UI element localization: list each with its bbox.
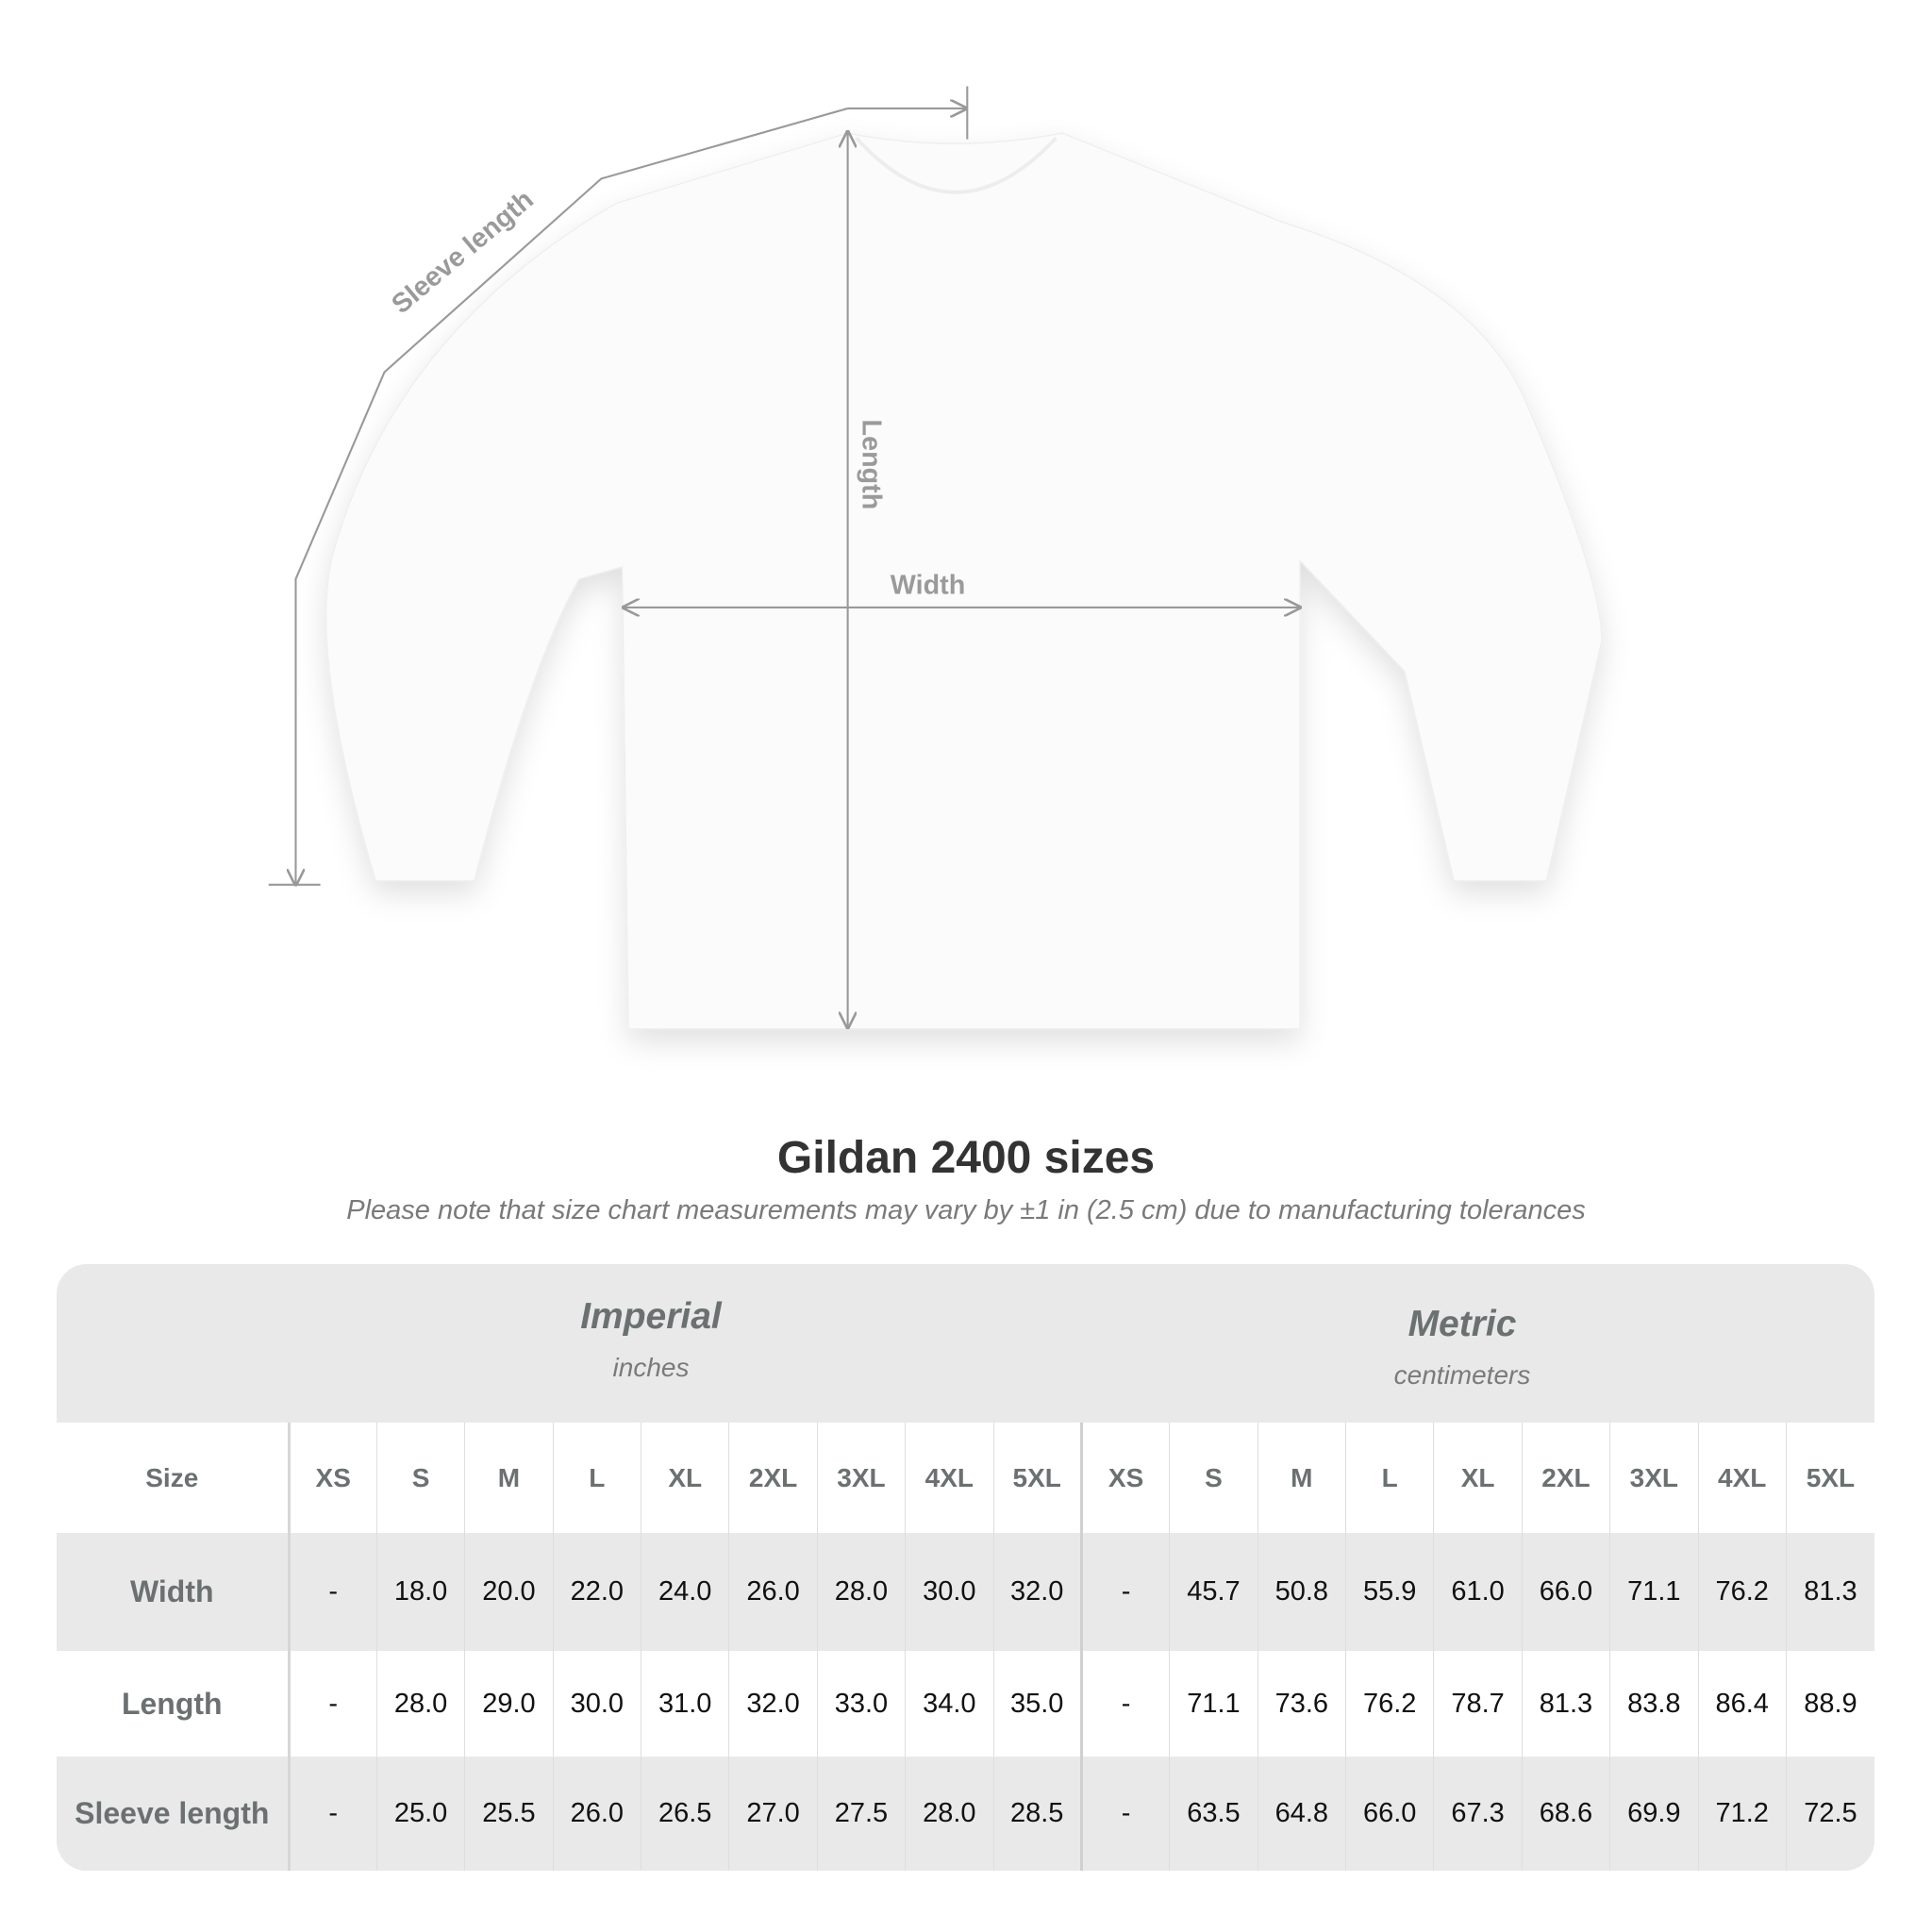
metric-value-cell: 76.2: [1697, 1533, 1787, 1651]
imperial-value-cell: 32.0: [992, 1533, 1082, 1651]
imperial-size-xs: XS: [288, 1423, 377, 1533]
metric-value-cell: 71.2: [1697, 1757, 1787, 1871]
imperial-value-cell: 32.0: [728, 1651, 818, 1757]
metric-value-cell: 61.0: [1433, 1533, 1523, 1651]
metric-value-cell: 68.6: [1521, 1757, 1610, 1871]
size-header-row: Size XS S M L XL 2XL 3XL 4XL 5XL XS S M L XL 2XL 3XL 4XL 5…: [57, 1423, 1874, 1533]
metric-value-cell: 76.2: [1345, 1651, 1434, 1757]
length-label: Length: [856, 420, 886, 510]
imperial-value-cell: 30.0: [552, 1651, 641, 1757]
size-table: Imperial inches Metric centimeters Size X…: [57, 1264, 1874, 1871]
metric-value-cell: 66.0: [1521, 1533, 1610, 1651]
imperial-size-5xl: 5XL: [992, 1423, 1082, 1533]
metric-value-cell: 78.7: [1433, 1651, 1523, 1757]
metric-value-cell: -: [1079, 1533, 1170, 1651]
metric-value-cell: 50.8: [1257, 1533, 1346, 1651]
imperial-size-4xl: 4XL: [905, 1423, 994, 1533]
size-grid: Size XS S M L XL 2XL 3XL 4XL 5XL XS S M L XL 2XL 3XL 4XL 5…: [57, 1423, 1874, 1871]
width-label: Width: [891, 571, 965, 601]
metric-value-cell: 81.3: [1521, 1651, 1610, 1757]
metric-value-cell: -: [1079, 1651, 1170, 1757]
metric-value-cell: 63.5: [1169, 1757, 1258, 1871]
imperial-value-cell: 28.5: [992, 1757, 1082, 1871]
imperial-value-cell: 26.5: [641, 1757, 729, 1871]
imperial-value-cell: 27.5: [816, 1757, 906, 1871]
metric-value-cell: 64.8: [1257, 1757, 1346, 1871]
imperial-header: Imperial inches: [321, 1296, 981, 1383]
imperial-size-s: S: [375, 1423, 465, 1533]
metric-value-cell: 45.7: [1169, 1533, 1258, 1651]
row-label: Length: [57, 1651, 291, 1757]
imperial-size-3xl: 3XL: [816, 1423, 906, 1533]
metric-size-s: S: [1169, 1423, 1258, 1533]
imperial-value-cell: 26.0: [552, 1757, 641, 1871]
imperial-value-cell: 35.0: [992, 1651, 1082, 1757]
imperial-value-cell: 31.0: [641, 1651, 729, 1757]
page-title: Gildan 2400 sizes: [776, 1133, 1156, 1183]
metric-size-xl: XL: [1433, 1423, 1523, 1533]
metric-unit: centimeters: [1393, 1360, 1531, 1390]
imperial-value-cell: 25.5: [464, 1757, 554, 1871]
metric-value-cell: 67.3: [1433, 1757, 1523, 1871]
metric-value-cell: 86.4: [1697, 1651, 1787, 1757]
row-label: Sleeve length: [57, 1757, 291, 1871]
metric-value-cell: 69.9: [1609, 1757, 1699, 1871]
imperial-value-cell: 20.0: [464, 1533, 554, 1651]
imperial-size-xl: XL: [641, 1423, 729, 1533]
imperial-size-m: M: [464, 1423, 554, 1533]
size-header-label: Size: [57, 1423, 291, 1533]
imperial-value-cell: 26.0: [728, 1533, 818, 1651]
imperial-value-cell: 28.0: [816, 1533, 906, 1651]
metric-value-cell: 55.9: [1345, 1533, 1434, 1651]
imperial-value-cell: -: [288, 1533, 377, 1651]
imperial-value-cell: -: [288, 1651, 377, 1757]
imperial-value-cell: 18.0: [375, 1533, 465, 1651]
metric-header: Metric centimeters: [1132, 1304, 1792, 1391]
metric-size-xs: XS: [1079, 1423, 1170, 1533]
metric-size-m: M: [1257, 1423, 1346, 1533]
metric-value-cell: 83.8: [1609, 1651, 1699, 1757]
imperial-value-cell: 22.0: [552, 1533, 641, 1651]
imperial-value-cell: 29.0: [464, 1651, 554, 1757]
imperial-value-cell: 34.0: [905, 1651, 994, 1757]
sleeve-length-line: [295, 107, 848, 885]
metric-size-l: L: [1345, 1423, 1434, 1533]
metric-value-cell: 66.0: [1345, 1757, 1434, 1871]
imperial-value-cell: -: [288, 1757, 377, 1871]
imperial-size-2xl: 2XL: [728, 1423, 818, 1533]
metric-value-cell: 81.3: [1785, 1533, 1874, 1651]
metric-size-3xl: 3XL: [1609, 1423, 1699, 1533]
table-row: Width -18.0 20.0 22.0 24.0 26.0 28.0 30.0 32.0-4…: [57, 1533, 1874, 1651]
imperial-value-cell: 30.0: [905, 1533, 994, 1651]
metric-value-cell: 88.9: [1785, 1651, 1874, 1757]
imperial-value-cell: 24.0: [641, 1533, 729, 1651]
metric-size-2xl: 2XL: [1521, 1423, 1610, 1533]
metric-value-cell: 72.5: [1785, 1757, 1874, 1871]
imperial-size-l: L: [552, 1423, 641, 1533]
imperial-value-cell: 33.0: [816, 1651, 906, 1757]
metric-value-cell: 73.6: [1257, 1651, 1346, 1757]
imperial-value-cell: 25.0: [375, 1757, 465, 1871]
imperial-title: Imperial: [580, 1296, 722, 1337]
metric-title: Metric: [1407, 1304, 1517, 1344]
metric-size-4xl: 4XL: [1697, 1423, 1787, 1533]
metric-value-cell: 71.1: [1609, 1533, 1699, 1651]
long-sleeve-shirt: [325, 132, 1603, 1030]
metric-value-cell: -: [1079, 1757, 1170, 1871]
metric-value-cell: 71.1: [1169, 1651, 1258, 1757]
tolerance-note: Please note that size chart measurements…: [346, 1195, 1586, 1225]
metric-size-5xl: 5XL: [1785, 1423, 1874, 1533]
imperial-value-cell: 28.0: [375, 1651, 465, 1757]
table-row: Length -28.0 29.0 30.0 31.0 32.0 33.0 34.0 35.0-…: [57, 1651, 1874, 1757]
row-label: Width: [57, 1533, 291, 1651]
table-row: Sleeve length -25.0 25.5 26.0 26.5 27.0 27.5 28…: [57, 1757, 1874, 1871]
imperial-value-cell: 27.0: [728, 1757, 818, 1871]
imperial-unit: inches: [612, 1353, 690, 1382]
imperial-value-cell: 28.0: [905, 1757, 994, 1871]
